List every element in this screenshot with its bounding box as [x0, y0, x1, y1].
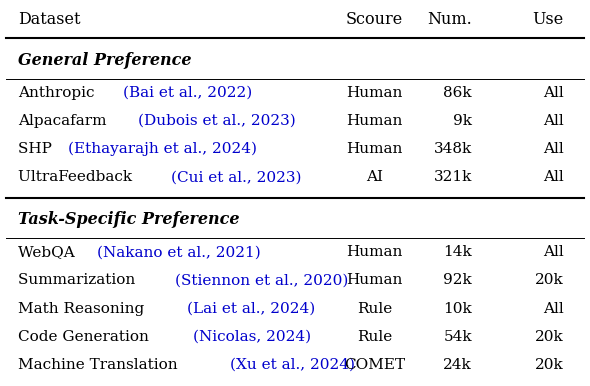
Text: 348k: 348k	[434, 142, 472, 156]
Text: Num.: Num.	[427, 11, 472, 28]
Text: Rule: Rule	[357, 301, 392, 316]
Text: Human: Human	[346, 245, 403, 259]
Text: UltraFeedback: UltraFeedback	[18, 170, 137, 185]
Text: SHP: SHP	[18, 142, 57, 156]
Text: 20k: 20k	[535, 358, 563, 372]
Text: 20k: 20k	[535, 330, 563, 344]
Text: 92k: 92k	[443, 273, 472, 288]
Text: COMET: COMET	[344, 358, 405, 372]
Text: (Bai et al., 2022): (Bai et al., 2022)	[123, 86, 252, 100]
Text: Alpacafarm: Alpacafarm	[18, 114, 111, 128]
Text: (Cui et al., 2023): (Cui et al., 2023)	[171, 170, 301, 185]
Text: 24k: 24k	[443, 358, 472, 372]
Text: 54k: 54k	[443, 330, 472, 344]
Text: (Dubois et al., 2023): (Dubois et al., 2023)	[138, 114, 296, 128]
Text: AI: AI	[366, 170, 383, 185]
Text: Machine Translation: Machine Translation	[18, 358, 182, 372]
Text: 10k: 10k	[443, 301, 472, 316]
Text: Task-Specific Preference: Task-Specific Preference	[18, 211, 239, 228]
Text: (Xu et al., 2024): (Xu et al., 2024)	[230, 358, 355, 372]
Text: All: All	[543, 86, 563, 100]
Text: 321k: 321k	[434, 170, 472, 185]
Text: All: All	[543, 301, 563, 316]
Text: WebQA: WebQA	[18, 245, 79, 259]
Text: Math Reasoning: Math Reasoning	[18, 301, 149, 316]
Text: (Lai et al., 2024): (Lai et al., 2024)	[187, 301, 315, 316]
Text: Code Generation: Code Generation	[18, 330, 153, 344]
Text: Human: Human	[346, 142, 403, 156]
Text: Scoure: Scoure	[346, 11, 404, 28]
Text: All: All	[543, 245, 563, 259]
Text: Rule: Rule	[357, 330, 392, 344]
Text: 20k: 20k	[535, 273, 563, 288]
Text: Human: Human	[346, 273, 403, 288]
Text: Summarization: Summarization	[18, 273, 140, 288]
Text: General Preference: General Preference	[18, 52, 191, 69]
Text: 86k: 86k	[443, 86, 472, 100]
Text: 14k: 14k	[443, 245, 472, 259]
Text: All: All	[543, 170, 563, 185]
Text: Human: Human	[346, 86, 403, 100]
Text: (Nakano et al., 2021): (Nakano et al., 2021)	[97, 245, 261, 259]
Text: All: All	[543, 142, 563, 156]
Text: Human: Human	[346, 114, 403, 128]
Text: Use: Use	[532, 11, 563, 28]
Text: All: All	[543, 114, 563, 128]
Text: Dataset: Dataset	[18, 11, 80, 28]
Text: (Ethayarajh et al., 2024): (Ethayarajh et al., 2024)	[68, 142, 257, 156]
Text: 9k: 9k	[453, 114, 472, 128]
Text: (Nicolas, 2024): (Nicolas, 2024)	[193, 330, 311, 344]
Text: (Stiennon et al., 2020): (Stiennon et al., 2020)	[175, 273, 349, 288]
Text: Anthropic: Anthropic	[18, 86, 99, 100]
